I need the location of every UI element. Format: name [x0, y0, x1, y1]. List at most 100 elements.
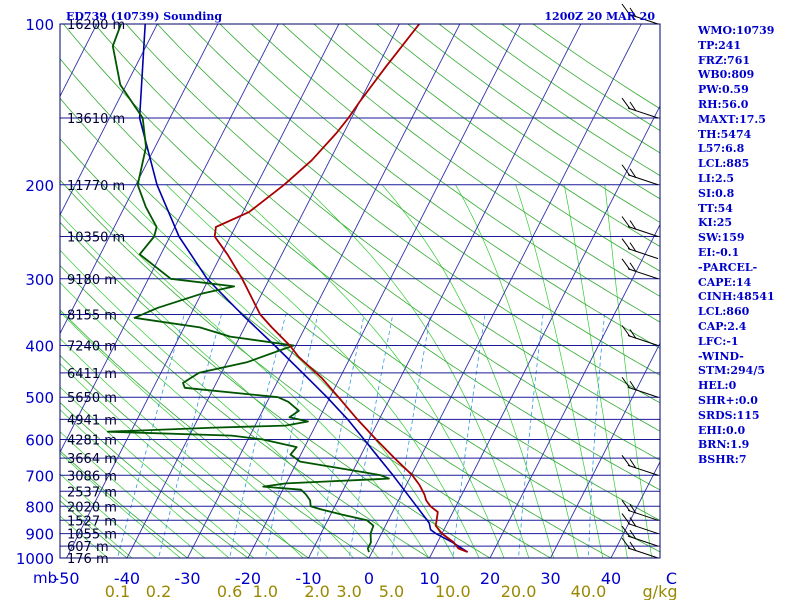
dewpoint-profile-line	[107, 24, 390, 553]
mixing-ratio-tick-label: 1.0	[253, 582, 278, 600]
mixing-ratio-line	[391, 314, 431, 558]
pressure-unit-label: mb	[33, 569, 57, 587]
moist-adiabat-line	[604, 184, 653, 558]
mixing-ratio-line	[117, 314, 185, 558]
temperature-profile-line	[213, 24, 468, 553]
isotherm-line	[247, 24, 521, 558]
isotherms	[60, 24, 660, 558]
mixing-ratio-tick-label: 0.2	[146, 582, 171, 600]
moist-adiabat-line	[381, 184, 554, 558]
index-line: TP:241	[698, 38, 742, 52]
pressure-tick-label: 400	[25, 338, 54, 356]
mixing-ratio-tick-label: 0.1	[105, 582, 130, 600]
index-line: SI:0.8	[698, 186, 735, 200]
moist-adiabat-line	[70, 184, 430, 558]
height-label: 3664 m	[67, 452, 117, 467]
moist-adiabat-line	[60, 473, 157, 558]
moist-adiabat-line	[60, 431, 206, 558]
index-line: STM:294/5	[698, 364, 765, 378]
pressure-tick-label: 700	[25, 467, 54, 485]
sounding-time: 1200Z 20 MAR 20	[544, 10, 655, 23]
wind-barb	[621, 216, 659, 237]
dry-adiabat-line	[250, 24, 660, 323]
dry-adiabat-line	[125, 24, 660, 432]
wind-barb	[621, 164, 659, 186]
moist-adiabat-line	[60, 311, 329, 558]
wind-barb	[621, 258, 659, 280]
dry-adiabats	[60, 24, 660, 558]
index-line: CINH:48541	[698, 290, 775, 304]
height-label: 3086 m	[67, 469, 117, 484]
moist-adiabat-line	[563, 184, 628, 558]
moist-adiabat-line	[60, 338, 304, 558]
index-line: LCL:860	[698, 305, 750, 319]
parcel-path-line	[138, 24, 469, 553]
isotherm-line	[186, 24, 461, 558]
moist-adiabat-line	[60, 363, 279, 558]
index-line: LI:2.5	[698, 172, 735, 185]
index-line: WMO:10739	[698, 24, 775, 37]
height-label: 9180 m	[67, 273, 117, 288]
height-label: 16200 m	[67, 18, 125, 33]
plot-frame	[59, 23, 661, 559]
index-line: EHI:0.0	[698, 423, 746, 437]
dry-adiabat-line	[156, 24, 660, 404]
index-line: EI:-0.1	[698, 246, 740, 259]
temperature-tick-label: 30	[540, 569, 560, 588]
temperature-tick-label: 10	[419, 569, 439, 588]
isotherm-line	[428, 105, 660, 558]
wind-barb	[621, 3, 659, 25]
height-label: 607 m	[67, 540, 109, 555]
temperature-tick-label: 0	[364, 569, 374, 588]
dry-adiabat-line	[60, 450, 189, 558]
height-label: 7240 m	[67, 340, 117, 355]
mixing-ratio-tick-label: 20.0	[501, 582, 537, 600]
dry-adiabat-line	[60, 179, 552, 558]
isotherm-line	[489, 223, 660, 558]
moist-adiabat-line	[455, 184, 579, 558]
index-line: BRN:1.9	[698, 438, 750, 452]
height-label: 10350 m	[67, 230, 125, 245]
wind-barb	[621, 325, 659, 346]
pressure-tick-label: 100	[25, 16, 54, 34]
temperature-tick-label: -50	[53, 569, 79, 588]
wind-barb	[621, 513, 659, 535]
index-line: TH:5474	[698, 127, 752, 141]
isotherm-line	[307, 24, 582, 558]
dry-adiabat-line	[60, 401, 249, 558]
mixing-ratio-tick-label: 0.6	[217, 582, 242, 600]
isotherm-line	[610, 460, 660, 558]
wind-barb	[621, 376, 659, 398]
sounding-profiles	[107, 24, 469, 553]
height-label: 6411 m	[67, 367, 117, 382]
dry-adiabat-line	[313, 24, 660, 272]
moist-adiabat-line	[60, 281, 354, 558]
index-line: WB0:809	[698, 68, 755, 82]
mixing-ratio-tick-label: 5.0	[379, 582, 404, 600]
height-label: 13610 m	[67, 112, 125, 127]
mixing-ratio-tick-label: 40.0	[571, 582, 607, 600]
index-line: CAP:2.4	[698, 320, 747, 333]
dry-adiabat-line	[62, 24, 660, 491]
mixing-ratio-line	[348, 314, 394, 558]
moist-adiabats	[60, 184, 653, 558]
dry-adiabat-line	[60, 58, 660, 521]
dry-adiabat-line	[60, 264, 431, 558]
index-line: TT:54	[698, 201, 733, 215]
mixing-ratio-unit-label: g/kg	[643, 582, 678, 600]
pressure-tick-label: 600	[25, 432, 54, 450]
dry-adiabat-line	[60, 500, 128, 558]
wind-barb	[621, 537, 659, 559]
height-label: 176 m	[67, 552, 109, 567]
index-line: BSHR:7	[698, 453, 747, 467]
temperature-tick-label: -40	[114, 569, 140, 588]
moist-adiabat-line	[60, 515, 109, 558]
index-line: LFC:-1	[698, 334, 739, 348]
index-line: SRDS:115	[698, 408, 760, 422]
moist-adiabat-line	[515, 184, 604, 558]
moist-adiabat-line	[166, 184, 480, 558]
index-line: L57:6.8	[698, 142, 745, 156]
mixing-ratio-tick-label: 3.0	[336, 582, 361, 600]
index-line: LCL:885	[698, 157, 750, 171]
wind-barb	[621, 500, 659, 521]
